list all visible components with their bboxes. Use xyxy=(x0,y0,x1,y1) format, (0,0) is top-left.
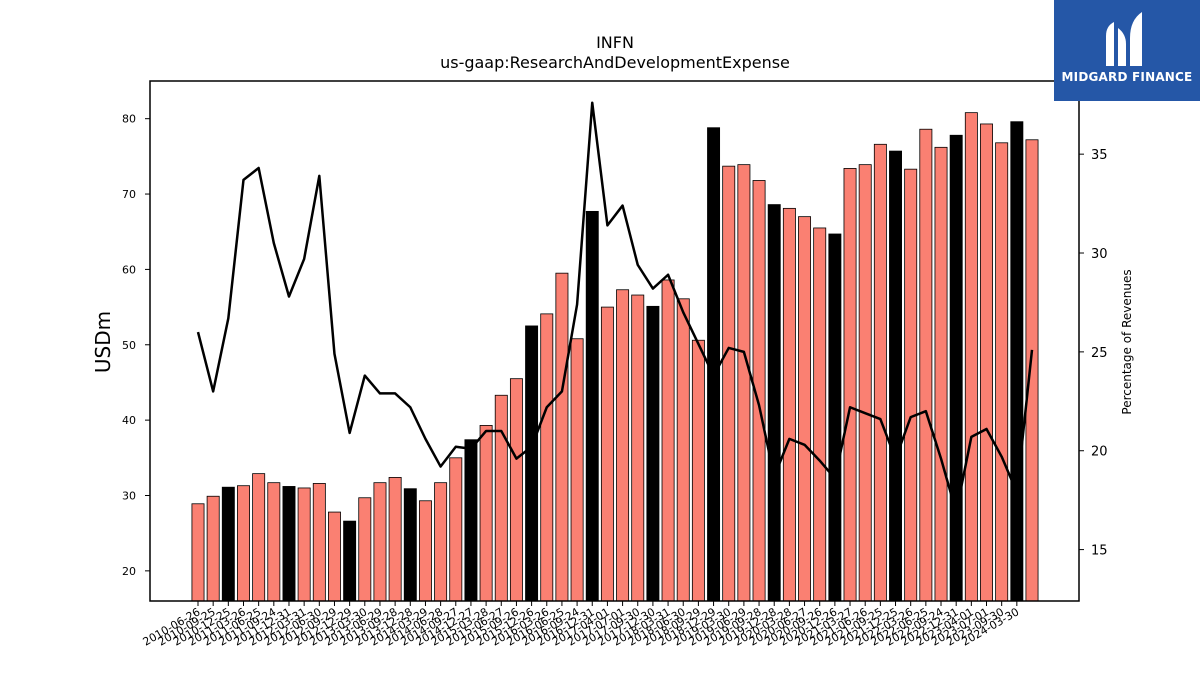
y-tick-label: 80 xyxy=(122,113,136,126)
bar xyxy=(555,272,569,602)
bar xyxy=(297,487,311,602)
y2-tick-label: 25 xyxy=(1091,346,1108,361)
chart-title: INFN xyxy=(596,33,634,52)
bar xyxy=(813,227,827,602)
bar-series xyxy=(191,112,1039,602)
bar xyxy=(676,298,690,602)
bar xyxy=(691,339,705,602)
y2-axis: 15 20 25 30 35 xyxy=(1079,148,1108,559)
bar xyxy=(449,457,463,602)
bar xyxy=(858,164,872,602)
y-tick-label: 60 xyxy=(122,263,136,276)
brand-name: MIDGARD FINANCE xyxy=(1061,70,1193,84)
pct-revenue-line xyxy=(196,101,1034,514)
bar xyxy=(434,482,448,602)
brand-logo: MIDGARD FINANCE xyxy=(1054,0,1200,101)
bar xyxy=(600,306,614,602)
y-axis-label: USDm xyxy=(91,311,115,373)
bar xyxy=(403,488,417,602)
bar xyxy=(328,511,341,602)
bar xyxy=(980,123,993,602)
bar xyxy=(540,313,554,602)
y-axis: 20 30 40 50 60 70 80 xyxy=(122,113,150,578)
bar xyxy=(282,486,296,602)
bar xyxy=(873,143,887,602)
bar xyxy=(904,168,918,602)
bar xyxy=(343,520,357,602)
bar xyxy=(191,503,205,602)
bar xyxy=(585,210,599,602)
bar xyxy=(570,338,584,602)
bar xyxy=(737,164,751,602)
y2-axis-label: Percentage of Revenues xyxy=(1120,269,1134,414)
bar xyxy=(889,150,902,602)
midgard-logo-icon xyxy=(1106,12,1142,66)
bar xyxy=(388,477,402,602)
bar xyxy=(661,279,675,602)
bar xyxy=(631,294,645,602)
bar xyxy=(949,134,963,602)
y-tick-label: 20 xyxy=(122,565,136,578)
bar xyxy=(919,128,933,602)
plot-frame xyxy=(149,80,1080,602)
bar xyxy=(767,204,781,602)
y-tick-label: 30 xyxy=(122,489,136,502)
bar xyxy=(782,207,796,602)
bar xyxy=(267,482,281,602)
bar xyxy=(616,289,630,602)
y2-tick-label: 30 xyxy=(1091,247,1108,262)
bar xyxy=(934,146,948,602)
bar xyxy=(995,142,1009,602)
x-axis: 2010-06-262010-09-252010-12-252011-03-26… xyxy=(141,601,1021,649)
y2-tick-label: 35 xyxy=(1091,148,1108,163)
bar xyxy=(828,233,842,602)
bar xyxy=(646,305,660,602)
bar xyxy=(525,325,539,602)
y2-tick-label: 20 xyxy=(1091,445,1108,460)
bar xyxy=(798,216,812,602)
bar xyxy=(964,112,978,602)
pct-revenue-series xyxy=(196,101,1034,514)
bar xyxy=(418,500,432,602)
bar xyxy=(1025,139,1039,602)
y-tick-label: 50 xyxy=(122,339,136,352)
y-tick-label: 40 xyxy=(122,414,136,427)
bar xyxy=(722,165,736,602)
chart-subtitle: us-gaap:ResearchAndDevelopmentExpense xyxy=(440,53,790,72)
y2-tick-label: 15 xyxy=(1091,544,1108,559)
bar xyxy=(494,394,508,602)
bar xyxy=(221,486,235,602)
bar xyxy=(479,425,493,602)
bar xyxy=(358,497,372,602)
bar xyxy=(206,495,220,602)
bar xyxy=(312,483,326,602)
bar xyxy=(1010,121,1024,602)
bar xyxy=(843,168,857,602)
bar xyxy=(373,482,387,602)
bar xyxy=(464,439,478,602)
y-tick-label: 70 xyxy=(122,188,136,201)
bar xyxy=(252,473,266,602)
bar xyxy=(237,485,250,602)
bar xyxy=(509,378,523,602)
